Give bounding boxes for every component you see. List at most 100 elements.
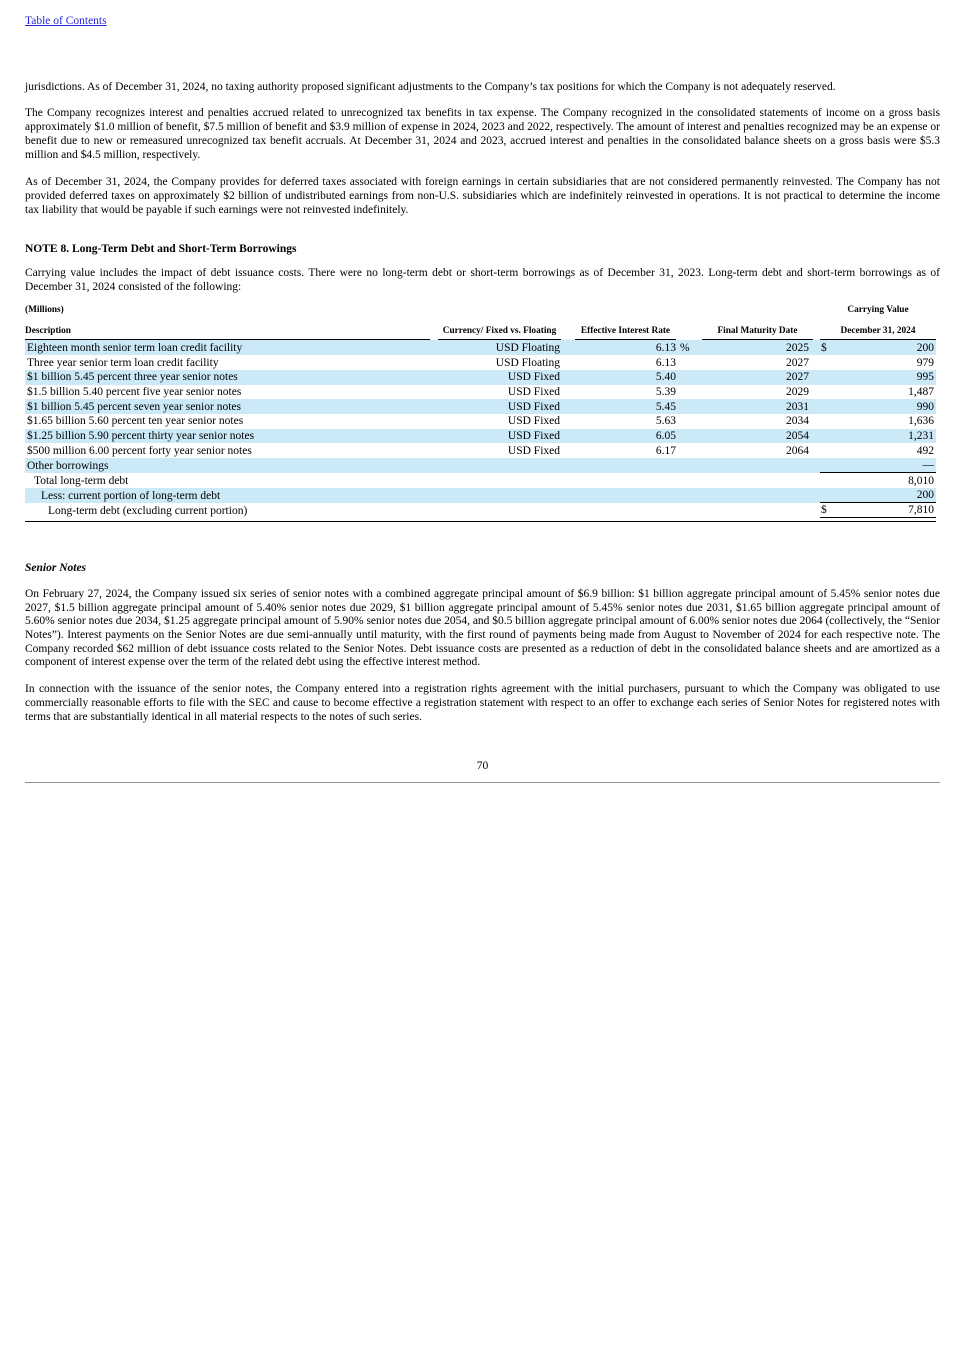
debt-row-description: Eighteen month senior term loan credit f… — [25, 340, 438, 356]
cell-gap — [561, 443, 575, 458]
cell-gap — [813, 503, 820, 518]
debt-row-amount: 1,636 — [908, 415, 934, 428]
debt-row-amount: 492 — [916, 444, 934, 457]
cell-gap — [813, 414, 820, 429]
carrying-value-header: Carrying Value — [847, 305, 909, 316]
table-row: Less: current portion of long-term debt 2… — [25, 487, 936, 504]
debt-row-currency: USD Fixed — [438, 369, 561, 385]
debt-row-rate: 6.13 — [575, 340, 676, 356]
debt-row-rate-percent — [676, 503, 702, 518]
debt-row-rate-percent — [676, 385, 702, 400]
header-spacer — [25, 316, 936, 326]
debt-row-dollar-sign — [820, 385, 836, 400]
debt-row-description: Less: current portion of long-term debt — [25, 487, 438, 504]
debt-row-dollar-sign — [820, 399, 836, 414]
debt-row-rate — [575, 457, 676, 474]
debt-row-rate: 5.45 — [575, 399, 676, 414]
debt-row-rate: 6.05 — [575, 428, 676, 444]
debt-row-rate-percent: % — [676, 340, 702, 356]
cell-gap — [813, 399, 820, 414]
debt-row-maturity: 2031 — [702, 399, 813, 414]
table-of-contents-link[interactable]: Table of Contents — [25, 15, 107, 27]
cell-gap — [561, 503, 575, 518]
header-gap — [561, 326, 575, 340]
debt-row-currency: USD Fixed — [507, 444, 560, 457]
debt-row-rate: 5.40 — [575, 369, 676, 385]
debt-row-maturity — [702, 473, 813, 488]
paragraph-tax-jurisdictions: jurisdictions. As of December 31, 2024, … — [25, 80, 836, 93]
debt-row-rate: 6.17 — [655, 444, 676, 457]
debt-row-rate: 6.13 — [655, 356, 676, 369]
debt-row-amount: 990 — [836, 399, 936, 414]
cell-gap — [561, 457, 575, 474]
debt-row-maturity: 2025 — [702, 340, 813, 356]
debt-row-dollar-sign — [820, 428, 836, 444]
cell-gap — [561, 369, 575, 385]
debt-row-rate-percent — [676, 399, 702, 414]
debt-row-amount: 200 — [836, 487, 936, 504]
table-row: Other borrowings — — [25, 457, 936, 474]
debt-row-currency: USD Fixed — [438, 399, 561, 414]
cell-gap — [813, 369, 820, 385]
debt-row-amount: 995 — [836, 369, 936, 385]
debt-row-rate — [575, 487, 676, 504]
cell-gap — [561, 355, 575, 370]
table-row: $1 billion 5.45 percent seven year senio… — [25, 399, 936, 414]
cell-gap — [813, 487, 820, 504]
column-header-description: Description — [25, 326, 430, 341]
table-row: $500 million 6.00 percent forty year sen… — [25, 443, 936, 458]
table-end-spacer — [25, 518, 936, 522]
table-row: Long-term debt (excluding current portio… — [25, 503, 936, 519]
cell-gap — [561, 473, 575, 488]
debt-row-amount: — — [836, 457, 936, 474]
debt-row-description: $1.65 billion 5.60 percent ten year seni… — [27, 415, 244, 428]
cell-gap — [813, 473, 820, 488]
debt-row-dollar-sign: $ — [820, 340, 836, 356]
debt-row-dollar-sign — [820, 487, 836, 504]
paragraph-note8-intro: Carrying value includes the impact of de… — [25, 267, 940, 293]
debt-row-rate-percent — [676, 369, 702, 385]
column-header-december-31-2024: December 31, 2024 — [820, 326, 936, 341]
debt-row-currency: USD Fixed — [438, 428, 561, 444]
page-footer-rule — [25, 781, 940, 783]
debt-row-amount: 8,010 — [908, 474, 934, 487]
debt-row-dollar-sign — [820, 355, 836, 370]
debt-row-description: $1 billion 5.45 percent seven year senio… — [25, 399, 438, 414]
debt-row-currency: USD Fixed — [507, 415, 560, 428]
cell-gap — [561, 414, 575, 429]
cell-gap — [813, 457, 820, 474]
table-row: $1.65 billion 5.60 percent ten year seni… — [25, 414, 936, 429]
debt-row-amount: 7,810 — [836, 503, 936, 519]
debt-row-currency — [438, 503, 561, 518]
table-row: $1 billion 5.45 percent three year senio… — [25, 369, 936, 385]
debt-row-currency: USD Floating — [438, 340, 561, 356]
debt-row-description: Three year senior term loan credit facil… — [27, 356, 219, 369]
debt-row-dollar-sign — [820, 443, 836, 458]
debt-row-rate-percent — [676, 414, 702, 429]
debt-row-description: Long-term debt (excluding current portio… — [48, 505, 248, 518]
column-header-currency: Currency/ Fixed vs. Floating — [438, 326, 561, 341]
long-term-debt-table: (Millions) Carrying Value Description Cu… — [25, 305, 936, 523]
cell-gap — [561, 428, 575, 444]
table-row: Three year senior term loan credit facil… — [25, 355, 936, 370]
paragraph-senior-notes-issuance: On February 27, 2024, the Company issued… — [25, 587, 940, 669]
debt-row-rate — [575, 473, 676, 488]
debt-row-dollar-sign — [820, 457, 836, 474]
debt-row-rate — [575, 503, 676, 518]
debt-row-currency: USD Fixed — [507, 385, 560, 398]
debt-row-amount: 1,231 — [836, 428, 936, 444]
debt-row-description: $1.25 billion 5.90 percent thirty year s… — [25, 428, 438, 444]
debt-row-rate-percent — [676, 487, 702, 504]
debt-row-dollar-sign — [820, 473, 836, 488]
cell-gap — [813, 428, 820, 444]
debt-row-description: $1 billion 5.45 percent three year senio… — [25, 369, 438, 385]
debt-row-currency: USD Floating — [495, 356, 560, 369]
note8-heading: NOTE 8. Long-Term Debt and Short-Term Bo… — [25, 243, 297, 256]
debt-row-currency — [438, 487, 561, 504]
cell-gap — [561, 487, 575, 504]
debt-row-rate-percent — [676, 473, 702, 488]
paragraph-registration-rights: In connection with the issuance of the s… — [25, 683, 940, 723]
debt-row-maturity: 2027 — [786, 356, 809, 369]
cell-gap — [561, 399, 575, 414]
column-header-final-maturity-date: Final Maturity Date — [702, 326, 813, 341]
